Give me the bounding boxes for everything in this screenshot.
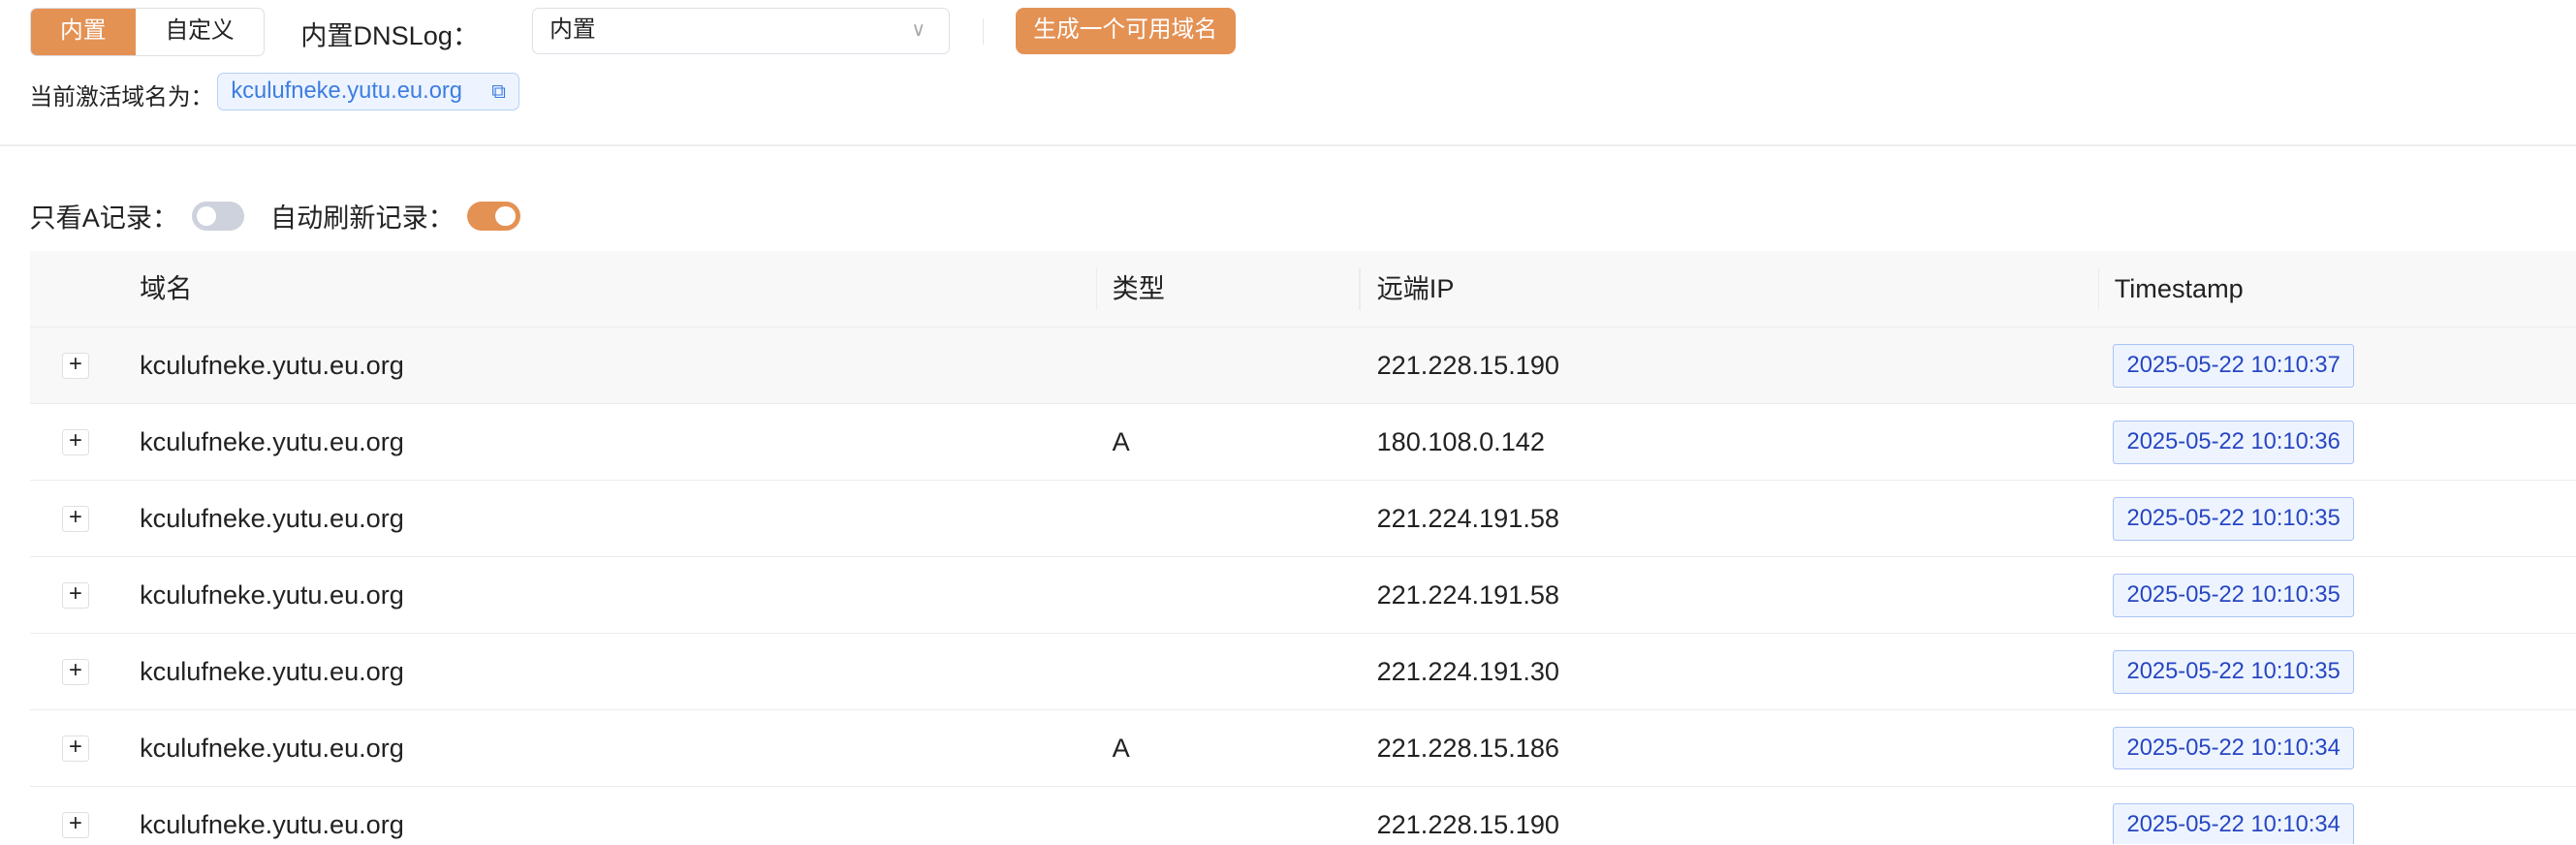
expand-row-icon[interactable]: + — [62, 735, 89, 762]
active-domain-label: 当前激活域名为： — [29, 84, 214, 110]
table-row[interactable]: + kculufneke.yutu.eu.org A 180.108.0.142… — [29, 404, 2576, 482]
cell-type: A — [1112, 733, 1130, 764]
cell-remote-ip: 221.228.15.190 — [1376, 350, 1560, 381]
cell-domain: kculufneke.yutu.eu.org — [140, 656, 404, 687]
expand-row-icon[interactable]: + — [62, 658, 89, 685]
timestamp-tag: 2025-05-22 10:10:36 — [2113, 421, 2355, 464]
header-remote-ip: 远端IP — [1376, 273, 1455, 304]
cell-remote-ip: 221.224.191.58 — [1376, 503, 1560, 534]
dnslog-select[interactable]: 内置 ∨ — [532, 8, 950, 54]
cell-domain: kculufneke.yutu.eu.org — [140, 733, 404, 764]
table-row[interactable]: + kculufneke.yutu.eu.org A 221.228.15.18… — [29, 710, 2576, 788]
expand-row-icon[interactable]: + — [62, 352, 89, 379]
auto-refresh-toggle[interactable] — [467, 201, 520, 232]
active-domain-tag: kculufneke.yutu.eu.org ⧉ — [216, 72, 520, 110]
mode-tab-custom[interactable]: 自定义 — [165, 18, 235, 45]
expand-row-icon[interactable]: + — [62, 505, 89, 532]
cell-remote-ip: 180.108.0.142 — [1376, 426, 1545, 457]
cell-domain: kculufneke.yutu.eu.org — [140, 579, 404, 610]
table-row[interactable]: + kculufneke.yutu.eu.org 221.228.15.190 … — [30, 787, 2576, 845]
expand-row-icon[interactable]: + — [62, 581, 89, 609]
table-row[interactable]: + kculufneke.yutu.eu.org 221.228.15.190 … — [29, 328, 2576, 405]
records-table: 域名 类型 远端IP Timestamp + kculufneke.yutu.e… — [29, 251, 2576, 845]
table-row[interactable]: + kculufneke.yutu.eu.org 221.224.191.30 … — [29, 634, 2576, 711]
cell-domain: kculufneke.yutu.eu.org — [140, 426, 404, 457]
cell-remote-ip: 221.228.15.186 — [1376, 733, 1560, 764]
cell-domain: kculufneke.yutu.eu.org — [140, 350, 404, 381]
dnslog-label: 内置DNSLog： — [300, 20, 480, 51]
table-row[interactable]: + kculufneke.yutu.eu.org 221.224.191.58 … — [29, 481, 2576, 558]
copy-icon[interactable]: ⧉ — [491, 80, 506, 103]
only-a-label: 只看A记录： — [29, 203, 179, 234]
divider — [982, 17, 985, 45]
timestamp-tag: 2025-05-22 10:10:35 — [2113, 497, 2355, 541]
header-timestamp: Timestamp — [2114, 273, 2244, 304]
column-divider — [1358, 267, 1361, 311]
filters-bar: 只看A记录： 自动刷新记录： — [30, 197, 520, 235]
auto-refresh-label: 自动刷新记录： — [270, 203, 455, 234]
mode-tab-builtin[interactable]: 内置 — [30, 9, 136, 55]
table-row[interactable]: + kculufneke.yutu.eu.org 221.224.191.58 … — [29, 557, 2576, 635]
column-divider — [1095, 267, 1098, 311]
cell-remote-ip: 221.224.191.30 — [1376, 656, 1560, 687]
dnslog-select-value: 内置 — [550, 17, 596, 44]
cell-domain: kculufneke.yutu.eu.org — [140, 503, 404, 534]
timestamp-tag: 2025-05-22 10:10:34 — [2113, 727, 2355, 770]
header-domain: 域名 — [140, 273, 193, 304]
table-header: 域名 类型 远端IP Timestamp — [29, 251, 2576, 329]
timestamp-tag: 2025-05-22 10:10:35 — [2113, 650, 2355, 694]
mode-segmented-control: 内置 自定义 — [29, 8, 266, 56]
timestamp-tag: 2025-05-22 10:10:35 — [2113, 574, 2355, 617]
active-domain-value: kculufneke.yutu.eu.org — [231, 78, 462, 104]
timestamp-tag: 2025-05-22 10:10:37 — [2113, 344, 2355, 388]
expand-row-icon[interactable]: + — [62, 428, 89, 455]
only-a-toggle[interactable] — [191, 201, 244, 232]
timestamp-tag: 2025-05-22 10:10:34 — [2113, 803, 2355, 845]
cell-type: A — [1112, 426, 1130, 457]
expand-row-icon[interactable]: + — [62, 811, 89, 838]
cell-domain: kculufneke.yutu.eu.org — [140, 809, 404, 840]
column-divider — [2097, 267, 2100, 311]
cell-remote-ip: 221.224.191.58 — [1376, 579, 1560, 610]
chevron-down-icon: ∨ — [911, 19, 927, 42]
header-type: 类型 — [1112, 273, 1165, 304]
generate-domain-button[interactable]: 生成一个可用域名 — [1015, 8, 1236, 54]
cell-remote-ip: 221.228.15.190 — [1376, 809, 1560, 840]
section-divider — [0, 144, 2576, 146]
